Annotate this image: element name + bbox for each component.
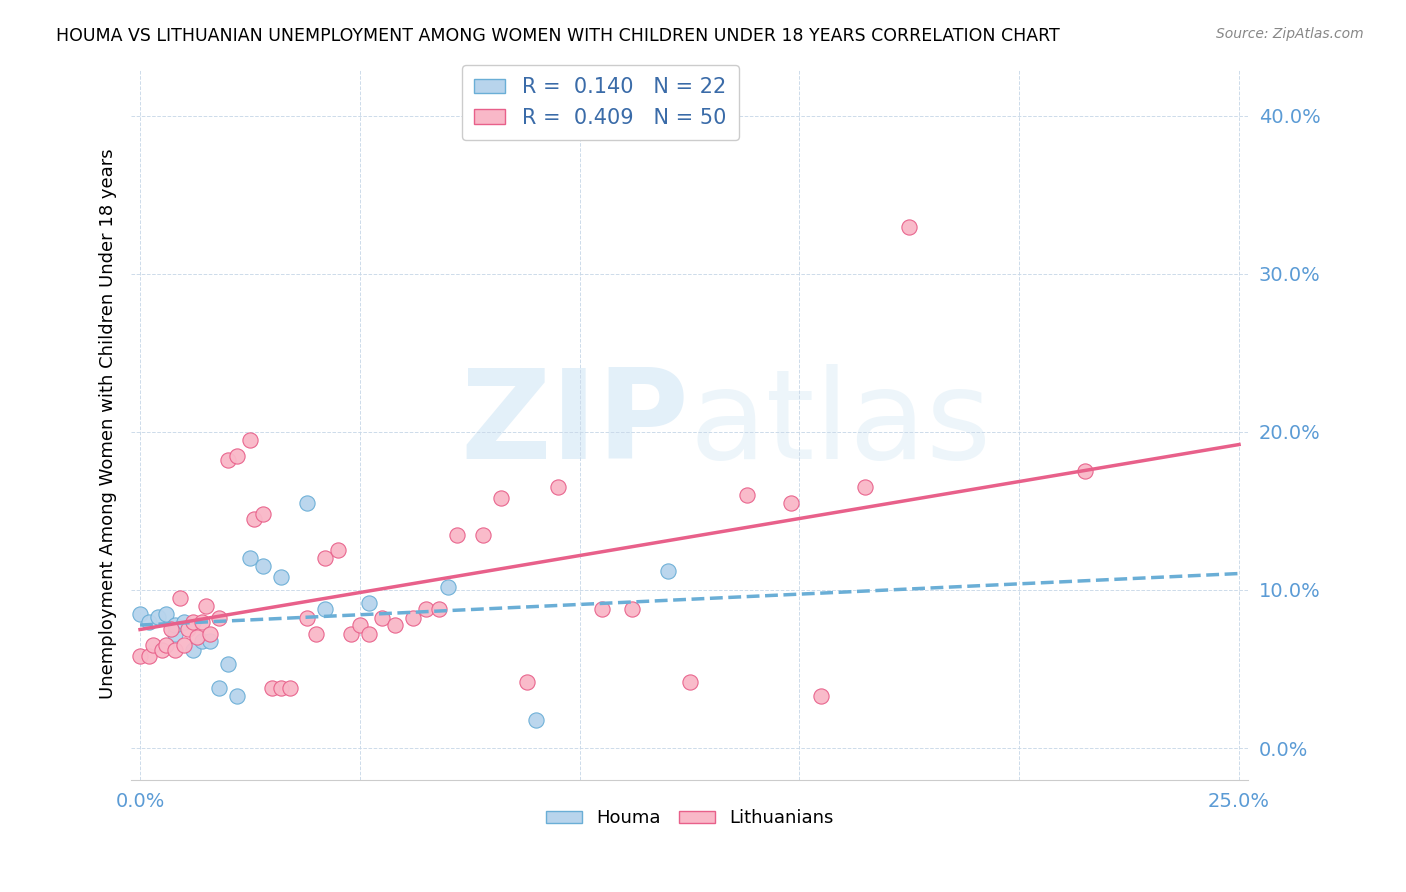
Text: atlas: atlas xyxy=(689,364,991,484)
Point xyxy=(295,496,318,510)
Point xyxy=(524,713,547,727)
Point xyxy=(150,643,173,657)
Point xyxy=(165,643,187,657)
Point xyxy=(181,643,204,657)
Point xyxy=(305,627,328,641)
Point xyxy=(129,649,152,664)
Point xyxy=(898,219,921,234)
Point xyxy=(155,638,177,652)
Point xyxy=(278,681,301,695)
Point xyxy=(190,633,212,648)
Point xyxy=(217,657,239,672)
Point xyxy=(138,615,160,629)
Point xyxy=(678,674,700,689)
Point xyxy=(252,559,274,574)
Point xyxy=(427,602,450,616)
Point xyxy=(810,689,832,703)
Point xyxy=(489,491,512,506)
Point xyxy=(516,674,538,689)
Point xyxy=(173,615,195,629)
Point xyxy=(225,689,247,703)
Point xyxy=(314,602,336,616)
Point xyxy=(208,681,231,695)
Point xyxy=(547,480,569,494)
Point xyxy=(146,610,169,624)
Point xyxy=(142,638,165,652)
Point xyxy=(371,611,394,625)
Point xyxy=(621,602,644,616)
Point xyxy=(471,527,494,541)
Point xyxy=(165,617,187,632)
Point xyxy=(314,551,336,566)
Text: ZIP: ZIP xyxy=(461,364,689,484)
Point xyxy=(159,623,181,637)
Point xyxy=(239,551,262,566)
Point xyxy=(208,611,231,625)
Point xyxy=(853,480,876,494)
Point xyxy=(270,681,292,695)
Point xyxy=(436,580,458,594)
Point xyxy=(415,602,437,616)
Point xyxy=(181,615,204,629)
Point xyxy=(357,596,380,610)
Point xyxy=(155,607,177,621)
Point xyxy=(401,611,423,625)
Point xyxy=(349,617,371,632)
Point xyxy=(1074,465,1097,479)
Point xyxy=(357,627,380,641)
Point xyxy=(657,564,679,578)
Point xyxy=(340,627,363,641)
Point xyxy=(138,649,160,664)
Legend: Houma, Lithuanians: Houma, Lithuanians xyxy=(538,802,841,835)
Point xyxy=(173,638,195,652)
Point xyxy=(446,527,468,541)
Text: HOUMA VS LITHUANIAN UNEMPLOYMENT AMONG WOMEN WITH CHILDREN UNDER 18 YEARS CORREL: HOUMA VS LITHUANIAN UNEMPLOYMENT AMONG W… xyxy=(56,27,1060,45)
Point xyxy=(779,496,801,510)
Point xyxy=(295,611,318,625)
Point xyxy=(735,488,758,502)
Point xyxy=(270,570,292,584)
Text: 25.0%: 25.0% xyxy=(1208,792,1270,811)
Point xyxy=(169,591,191,605)
Point xyxy=(591,602,613,616)
Y-axis label: Unemployment Among Women with Children Under 18 years: Unemployment Among Women with Children U… xyxy=(100,149,117,699)
Point xyxy=(384,617,406,632)
Point xyxy=(200,633,222,648)
Text: Source: ZipAtlas.com: Source: ZipAtlas.com xyxy=(1216,27,1364,41)
Point xyxy=(225,449,247,463)
Point xyxy=(200,627,222,641)
Point xyxy=(239,433,262,447)
Point xyxy=(195,599,218,613)
Point xyxy=(260,681,283,695)
Point xyxy=(186,631,208,645)
Point xyxy=(252,507,274,521)
Point xyxy=(217,453,239,467)
Point xyxy=(326,543,349,558)
Point xyxy=(243,512,266,526)
Point xyxy=(165,627,187,641)
Text: 0.0%: 0.0% xyxy=(115,792,165,811)
Point xyxy=(190,615,212,629)
Point xyxy=(177,623,200,637)
Point xyxy=(129,607,152,621)
